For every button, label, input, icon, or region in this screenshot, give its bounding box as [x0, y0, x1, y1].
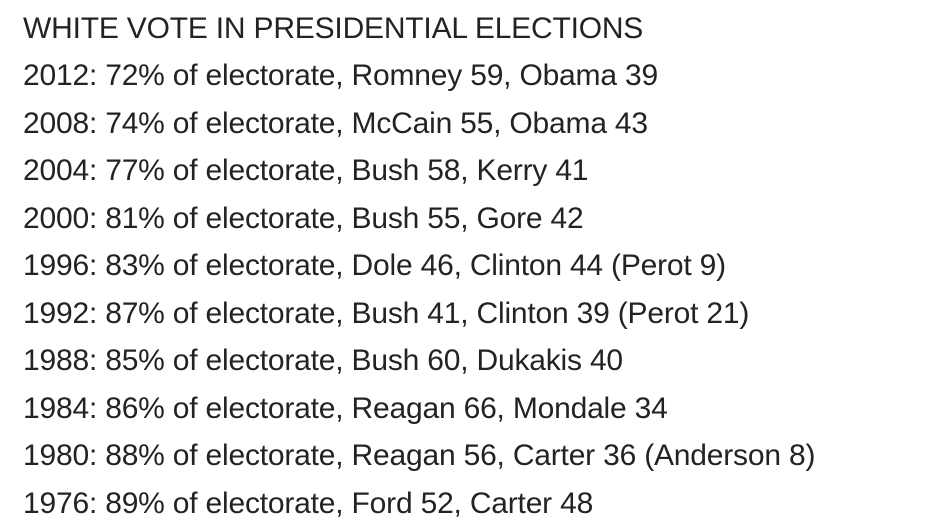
- election-row-2004: 2004: 77% of electorate, Bush 58, Kerry …: [23, 154, 589, 188]
- election-row-1988: 1988: 85% of electorate, Bush 60, Dukaki…: [23, 344, 623, 378]
- election-row-1996: 1996: 83% of electorate, Dole 46, Clinto…: [23, 249, 726, 283]
- election-row-2008: 2008: 74% of electorate, McCain 55, Obam…: [23, 106, 648, 140]
- election-row-1980: 1980: 88% of electorate, Reagan 56, Cart…: [23, 439, 816, 473]
- election-row-1984: 1984: 86% of electorate, Reagan 66, Mond…: [23, 391, 668, 425]
- page-title: WHITE VOTE IN PRESIDENTIAL ELECTIONS: [23, 11, 644, 45]
- election-row-1992: 1992: 87% of electorate, Bush 41, Clinto…: [23, 296, 750, 330]
- election-row-2000: 2000: 81% of electorate, Bush 55, Gore 4…: [23, 201, 584, 235]
- election-row-2012: 2012: 72% of electorate, Romney 59, Obam…: [23, 59, 658, 93]
- election-row-1976: 1976: 89% of electorate, Ford 52, Carter…: [23, 486, 594, 520]
